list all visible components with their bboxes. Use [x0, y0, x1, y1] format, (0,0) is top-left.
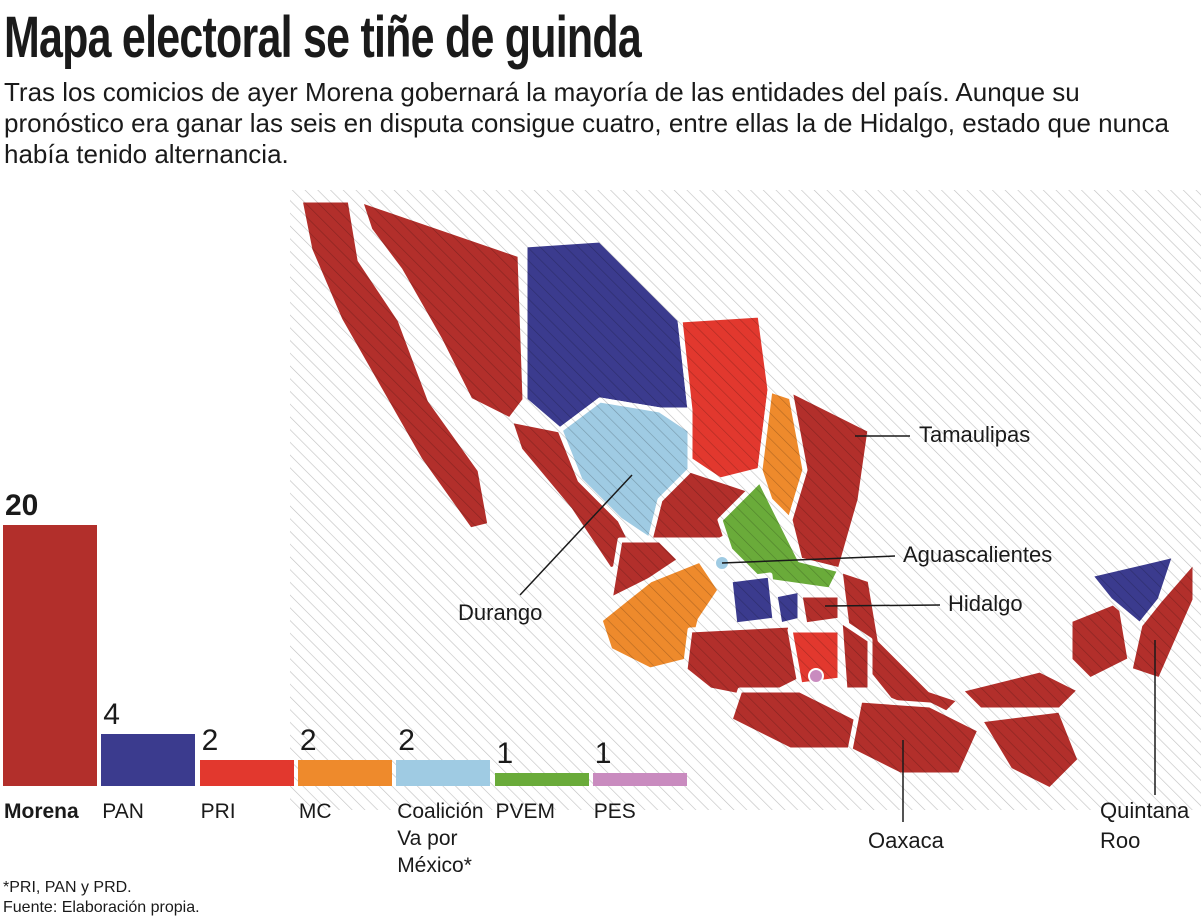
map-label: Aguascalientes — [903, 542, 1053, 567]
bar — [3, 525, 97, 786]
map-label: Quintana Roo — [1100, 798, 1190, 853]
value-label: 2 — [201, 723, 219, 757]
title: Mapa electoral se tiñe de guinda — [4, 5, 642, 70]
footnote: Fuente: Elaboración propia. — [3, 899, 200, 916]
category-label: PRI — [200, 800, 236, 823]
category-label: MC — [298, 800, 332, 823]
value-label: 1 — [594, 736, 612, 770]
category-label: Coalición Va por México* — [397, 800, 484, 877]
bar — [101, 733, 196, 786]
value-label: 2 — [398, 723, 415, 757]
pes-marker — [808, 668, 824, 684]
map-label: Hidalgo — [948, 591, 1023, 616]
category-label: PES — [593, 800, 636, 823]
map-label: Oaxaca — [868, 828, 944, 853]
states — [297, 197, 1198, 793]
map-label: Durango — [458, 600, 543, 625]
bar — [199, 759, 294, 786]
category-label: PAN — [102, 800, 144, 823]
bar — [396, 759, 491, 786]
value-label: 4 — [103, 697, 120, 731]
map-label: Tamaulipas — [919, 422, 1031, 447]
value-label: 2 — [299, 723, 317, 757]
bar — [494, 772, 589, 786]
bar — [297, 759, 392, 786]
subtitle: Tras los comicios de ayer Morena goberna… — [4, 77, 1169, 169]
category-label: Morena — [4, 800, 79, 823]
bar — [592, 772, 687, 786]
value-label: 20 — [5, 489, 39, 522]
value-label: 1 — [496, 736, 514, 770]
leader-lines — [519, 435, 1156, 822]
footnote: *PRI, PAN y PRD. — [3, 879, 132, 896]
category-label: PVEM — [495, 800, 556, 823]
